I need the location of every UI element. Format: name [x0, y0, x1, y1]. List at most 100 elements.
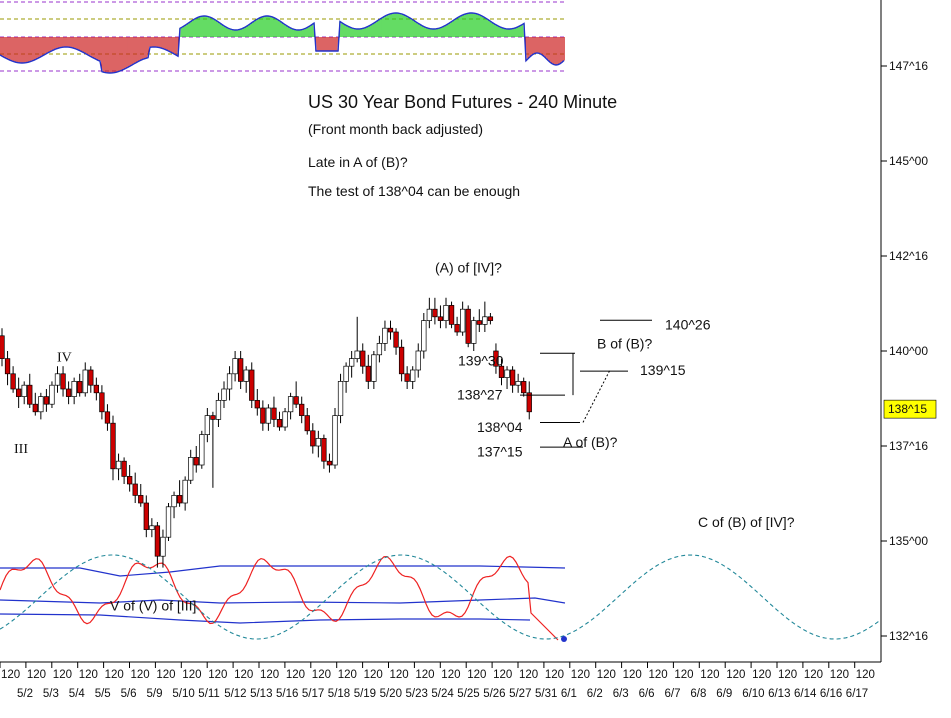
- candle-body: [521, 381, 527, 394]
- candle: [60, 366, 66, 397]
- candle: [398, 339, 405, 382]
- time-interval-label: 120: [390, 669, 409, 681]
- candle: [254, 389, 260, 416]
- price-axis-ticks: 147^16 145^00 142^16 140^00 137^16 135^00 132^…: [881, 59, 928, 643]
- candle-body: [526, 392, 532, 413]
- candle: [260, 400, 266, 431]
- candle-body: [287, 396, 294, 413]
- candle-body: [299, 403, 305, 416]
- candle: [382, 320, 388, 351]
- projection-dotted-line: [582, 369, 611, 423]
- time-date-label: 6/14: [794, 688, 817, 700]
- candle-body: [215, 400, 222, 420]
- candle: [204, 408, 211, 443]
- candle: [265, 404, 272, 431]
- wave-label: B of (B)?: [597, 335, 652, 351]
- candle: [509, 366, 516, 393]
- candle-body: [71, 381, 77, 397]
- time-interval-label: 120: [545, 669, 564, 681]
- candle-body: [376, 343, 383, 356]
- candlestick-series: [0, 297, 532, 568]
- candle: [149, 518, 155, 538]
- time-interval-label: 120: [571, 669, 590, 681]
- candle: [71, 377, 77, 405]
- candle: [504, 366, 510, 389]
- candle-body: [293, 396, 299, 405]
- candle: [426, 297, 432, 329]
- candle-body: [515, 381, 521, 386]
- candle: [276, 411, 283, 431]
- candle: [43, 389, 50, 412]
- candle: [110, 415, 116, 481]
- candle-body: [182, 479, 188, 504]
- candle-body: [238, 358, 244, 382]
- candle-body: [149, 525, 155, 530]
- candle: [32, 392, 38, 416]
- candle: [315, 430, 321, 458]
- candle-body: [110, 422, 116, 470]
- candle-body: [282, 411, 288, 428]
- time-date-label: 5/13: [250, 688, 272, 700]
- candle: [337, 373, 344, 424]
- time-interval-label: 120: [182, 669, 201, 681]
- time-interval-label: 120: [623, 669, 642, 681]
- candle-body: [465, 308, 471, 344]
- candle: [282, 408, 288, 431]
- candle: [354, 316, 360, 363]
- candle-body: [482, 316, 488, 325]
- candle-body: [93, 384, 100, 394]
- time-interval-label: 120: [338, 669, 357, 681]
- time-interval-label: 120: [519, 669, 538, 681]
- candle: [493, 343, 499, 374]
- candle-body: [221, 388, 227, 401]
- candle-body: [32, 403, 38, 413]
- current-price-badge: 138^15: [883, 399, 937, 419]
- candle-body: [387, 327, 394, 333]
- candle: [49, 381, 55, 408]
- candle-body: [343, 365, 349, 382]
- price-tick-label: 147^16: [889, 59, 928, 73]
- time-interval-label: 120: [649, 669, 668, 681]
- time-date-label: 6/3: [613, 688, 629, 700]
- wave-label: IV: [57, 351, 72, 366]
- candle-body: [354, 350, 360, 359]
- candle-body: [471, 320, 477, 344]
- candle: [487, 313, 494, 325]
- candle-body: [398, 346, 405, 375]
- price-tick-label: 145^00: [889, 154, 928, 168]
- candle: [376, 335, 383, 363]
- candle-body: [271, 407, 277, 420]
- candle-body: [315, 438, 321, 447]
- candle-body: [27, 384, 33, 405]
- time-date-label: 5/18: [328, 688, 350, 700]
- candle: [465, 305, 471, 348]
- time-date-label: 5/12: [224, 688, 246, 700]
- wave-annotations: IV III V of (V) of [III] (A) of [IV]? 139^30…: [14, 259, 795, 613]
- time-interval-label: 120: [53, 669, 72, 681]
- candle-body: [193, 457, 199, 466]
- time-axis-ticks: 120 120 120 120 120 120 120 120 120 120 120 120 120 1…: [0, 662, 875, 700]
- candle-body: [115, 460, 122, 470]
- time-interval-label: 120: [286, 669, 305, 681]
- candle: [221, 381, 227, 408]
- candle-body: [10, 373, 16, 390]
- candle: [326, 453, 333, 473]
- time-date-label: 5/16: [276, 688, 298, 700]
- candle-body: [188, 457, 194, 481]
- candle-body: [160, 536, 166, 557]
- candle-body: [415, 350, 421, 371]
- time-date-label: 5/5: [95, 688, 111, 700]
- wave-label: 140^26: [665, 316, 711, 332]
- candle: [0, 328, 5, 367]
- candle-body: [154, 525, 161, 557]
- time-interval-label: 120: [467, 669, 486, 681]
- candle: [271, 396, 277, 427]
- time-date-label: 6/6: [639, 688, 655, 700]
- time-date-label: 6/7: [665, 688, 681, 700]
- candle: [88, 366, 94, 393]
- candle-body: [276, 419, 283, 428]
- candle-body: [99, 392, 105, 413]
- candle: [476, 309, 482, 332]
- candle: [99, 385, 105, 420]
